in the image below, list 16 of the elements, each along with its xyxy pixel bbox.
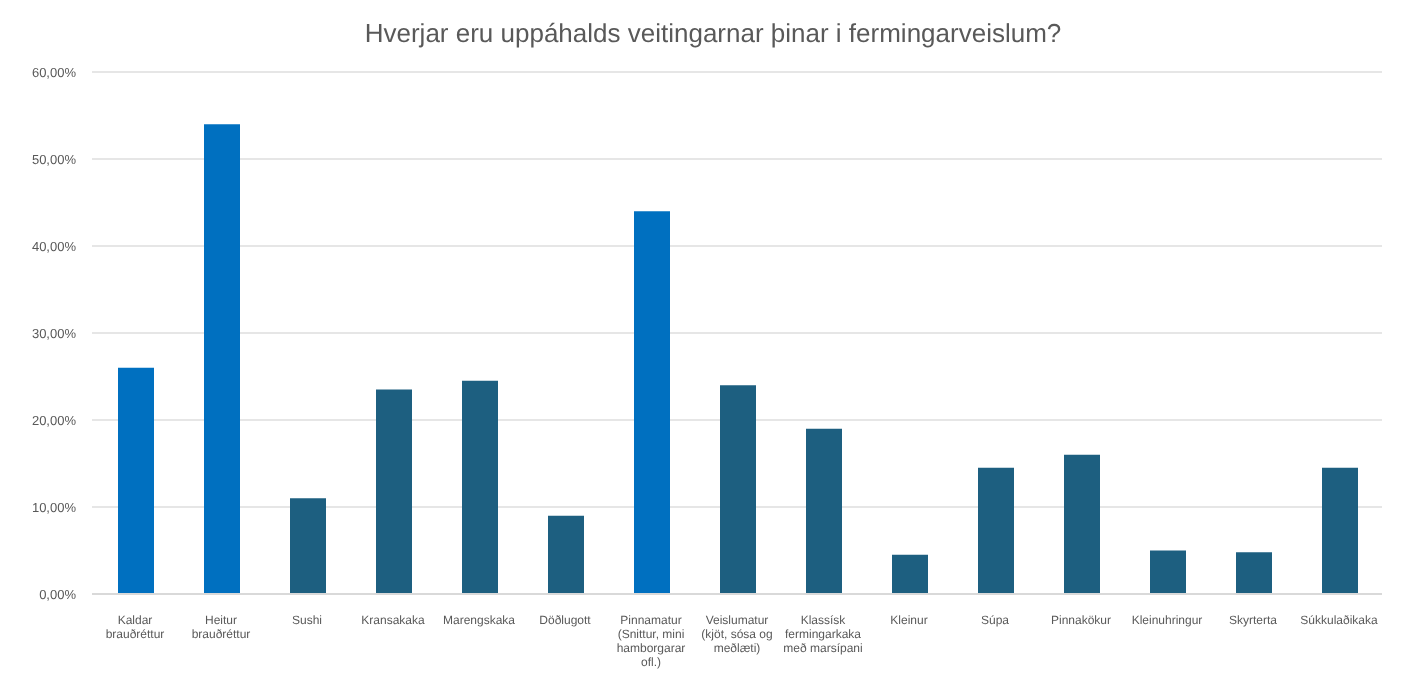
bar — [462, 380, 498, 594]
bar — [118, 367, 154, 594]
bar — [892, 554, 928, 594]
bar — [290, 498, 326, 594]
chart-title: Hverjar eru uppáhalds veitingarnar þinar i fermingarveislum? — [362, 16, 1064, 52]
bar — [634, 211, 670, 594]
bar — [548, 515, 584, 594]
bar — [1150, 550, 1186, 594]
bar — [1064, 454, 1100, 594]
bar — [1322, 467, 1358, 594]
bar — [978, 467, 1014, 594]
bar — [806, 428, 842, 594]
bar — [1236, 552, 1272, 594]
bar — [376, 389, 412, 594]
bar — [204, 124, 240, 594]
bar — [720, 385, 756, 594]
